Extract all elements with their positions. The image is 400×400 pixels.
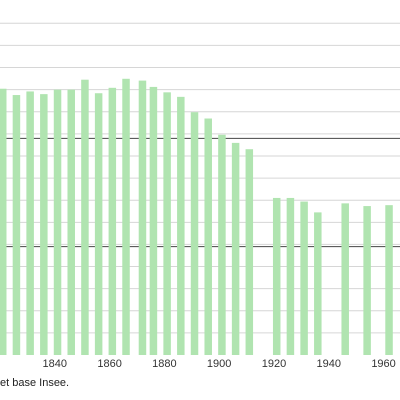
bar-1866 <box>122 78 130 355</box>
bar-1876 <box>149 86 158 355</box>
bar-1836 <box>40 94 48 356</box>
bar-1891 <box>190 112 199 355</box>
gridlines <box>0 22 400 334</box>
bar-1841 <box>53 89 62 355</box>
source-note: et base Insee. <box>0 377 70 389</box>
x-tick-label-1960: 1960 <box>371 358 395 370</box>
x-tick-label-1900: 1900 <box>207 358 231 370</box>
bars <box>0 78 393 356</box>
bar-1831 <box>26 91 34 355</box>
bar-1886 <box>177 96 185 356</box>
bar-1872 <box>138 80 147 355</box>
bar-1921 <box>272 197 281 355</box>
bar-1896 <box>204 118 212 355</box>
bar-1846 <box>67 89 75 355</box>
bar-1881 <box>163 92 171 355</box>
x-tick-label-1880: 1880 <box>152 358 176 370</box>
bar-1962 <box>385 205 393 355</box>
bar-1861 <box>108 87 117 356</box>
x-axis-tick-labels: 1840 1860 1880 1900 1920 1940 1960 <box>43 358 396 370</box>
bar-1826 <box>12 95 21 355</box>
bar-1954 <box>363 206 371 355</box>
bar-1906 <box>231 142 240 355</box>
x-tick-label-1840: 1840 <box>43 358 67 370</box>
bar-1851 <box>81 79 89 356</box>
bar-1856 <box>94 93 103 355</box>
bar-1926 <box>286 197 295 355</box>
bar-1821 <box>0 88 7 355</box>
x-tick-label-1920: 1920 <box>262 358 286 370</box>
x-tick-label-1940: 1940 <box>317 358 341 370</box>
bar-1946 <box>341 203 349 355</box>
bar-1911 <box>245 149 254 355</box>
x-tick-label-1860: 1860 <box>97 358 121 370</box>
bar-1901 <box>218 134 226 355</box>
bar-1936 <box>314 212 322 355</box>
bar-1931 <box>300 201 308 355</box>
